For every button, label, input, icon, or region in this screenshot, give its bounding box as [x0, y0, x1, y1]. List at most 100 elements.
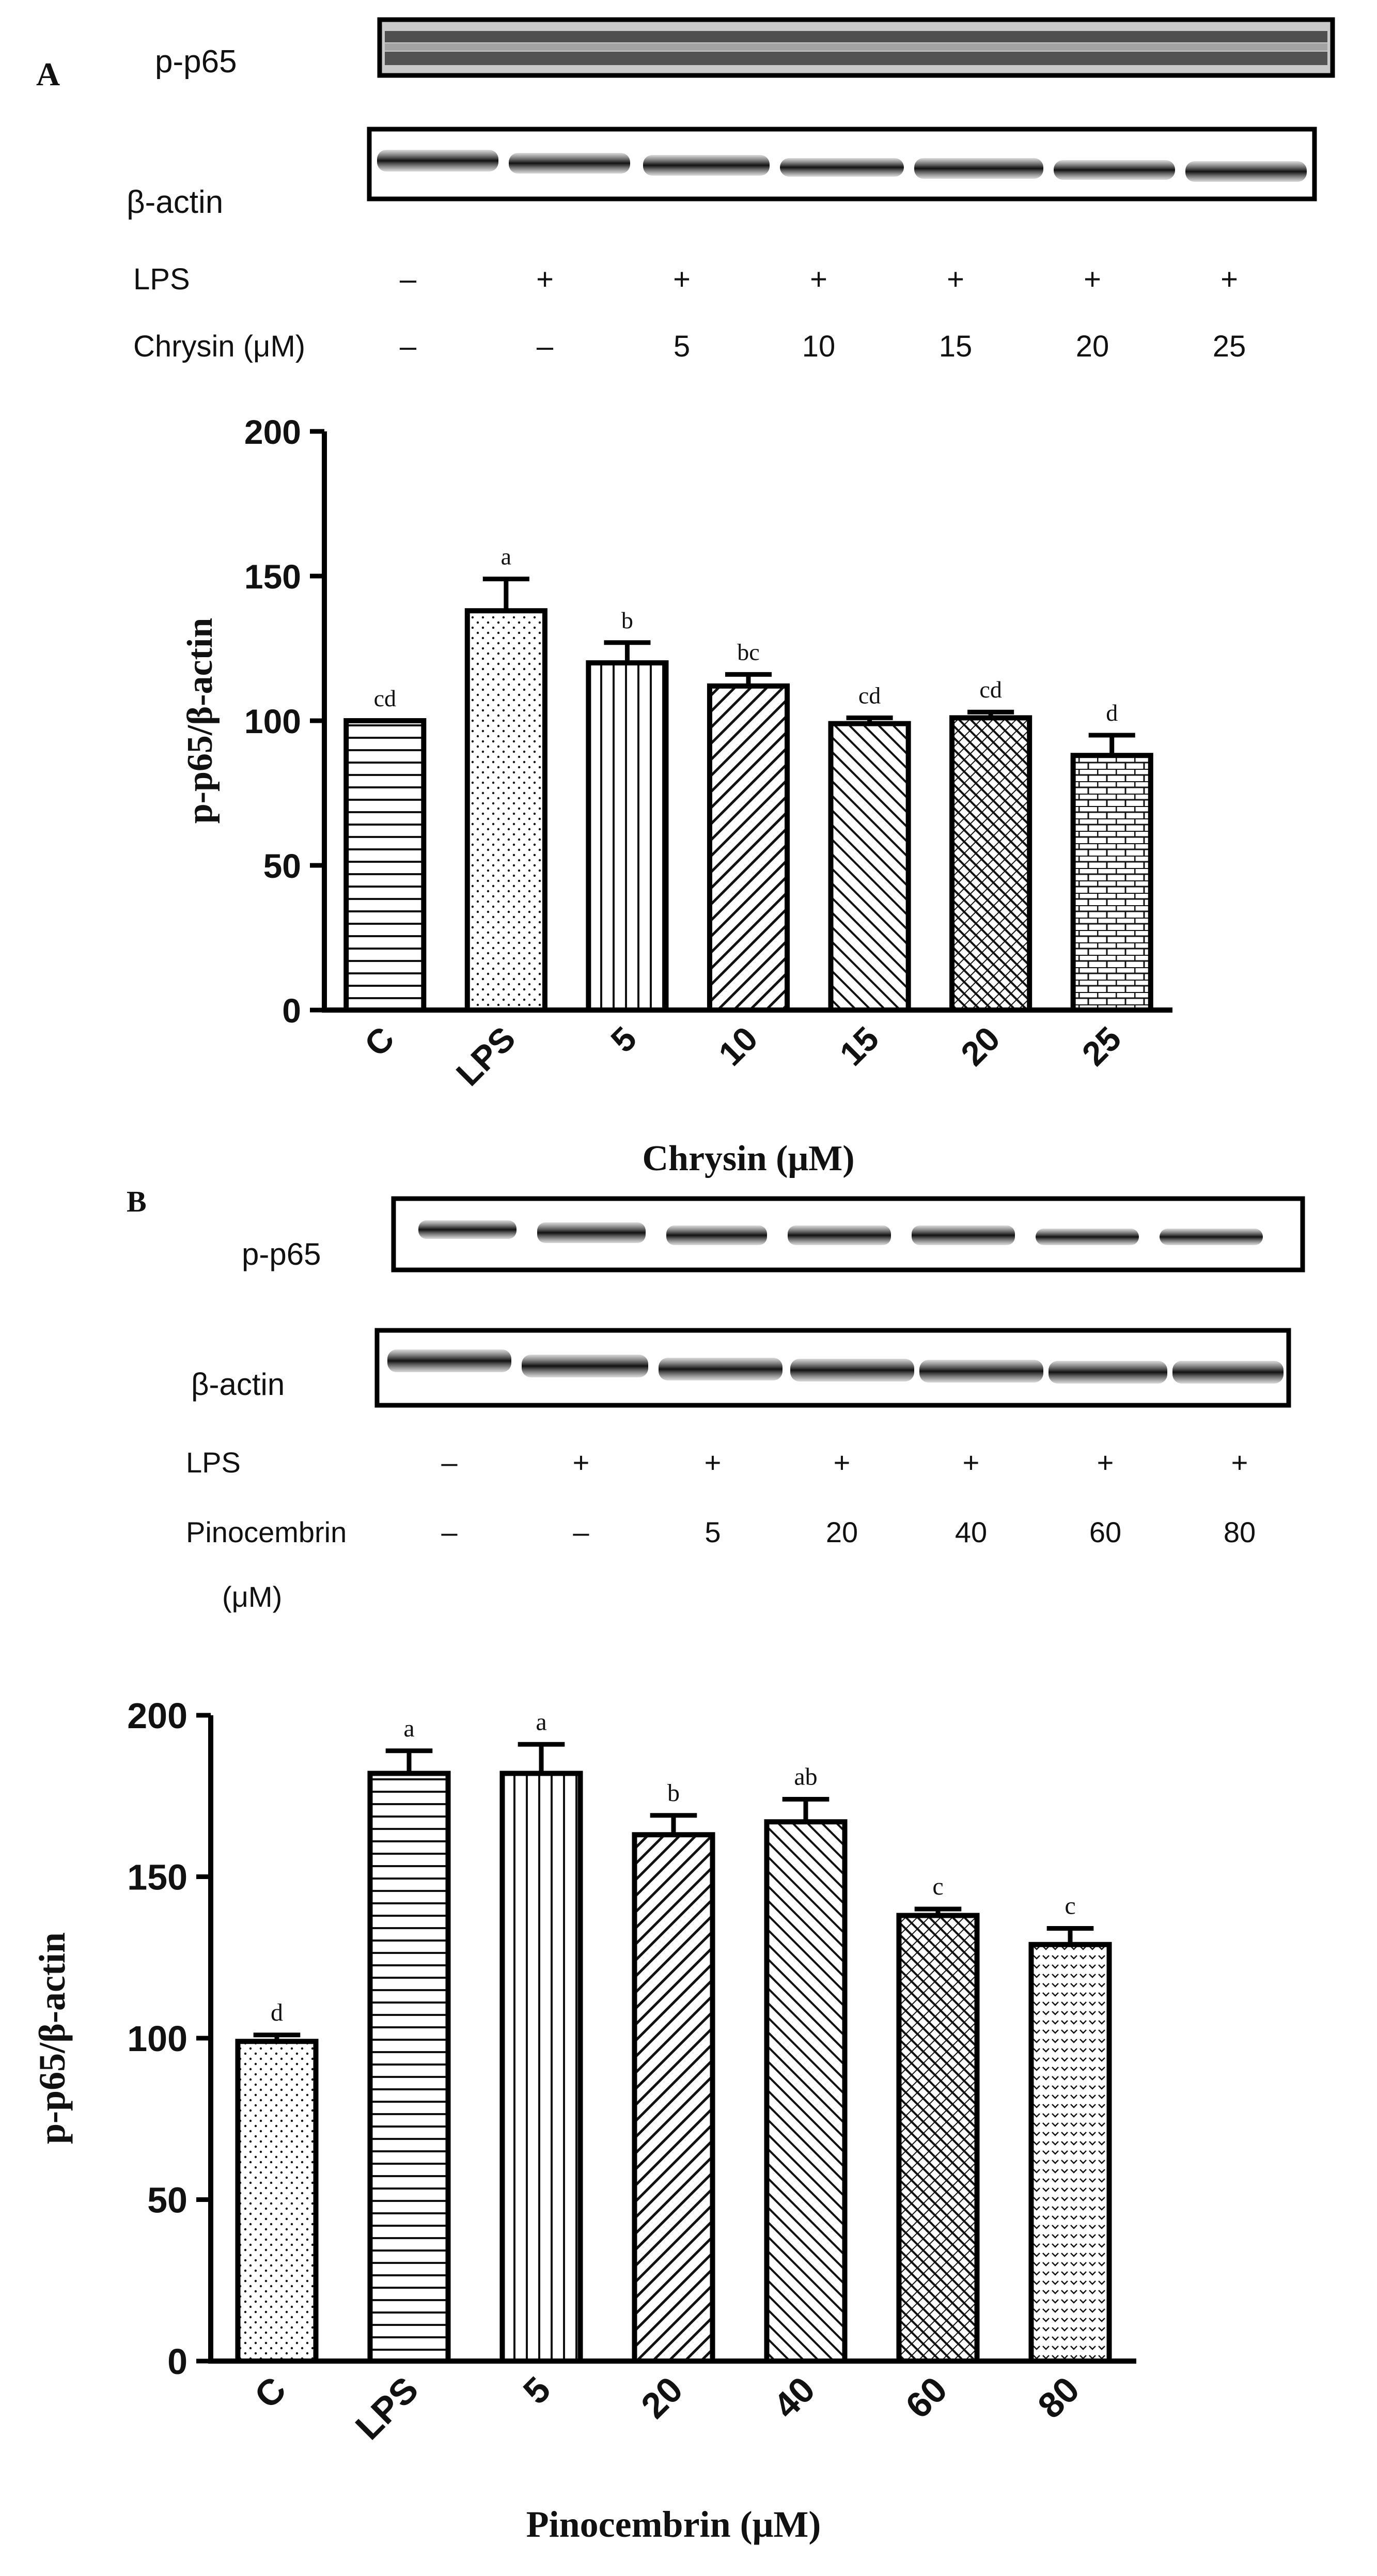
panel-b-dose-cell-5: 60: [1089, 1516, 1121, 1548]
panel-b-dose-label-line1: Pinocembrin: [186, 1516, 347, 1548]
significance-label: d: [1106, 700, 1118, 726]
bar-80: [1028, 1942, 1112, 2364]
panel-a-lps-cell-1: +: [536, 262, 554, 296]
panel-a-dose-cell-1: –: [537, 330, 554, 363]
y-axis-title: p-p65/β-actin: [32, 1932, 73, 2144]
significance-label: b: [667, 1779, 680, 1807]
panel-a-dose-cell-4: 15: [939, 330, 973, 363]
panel-b-target-label: p-p65: [242, 1237, 321, 1271]
panel-a-target-label: p-p65: [155, 44, 237, 80]
bar-C: [235, 2039, 319, 2364]
significance-label: b: [621, 607, 633, 633]
panel-b-dose-cell-0: –: [441, 1516, 458, 1548]
x-tick-label: 80: [1030, 2369, 1087, 2426]
y-tick-label: 150: [127, 1857, 187, 1898]
x-tick-label: C: [357, 1019, 401, 1064]
y-tick-label: 100: [244, 702, 301, 740]
panel-b-dose-cell-2: 5: [705, 1516, 721, 1548]
panel-b-control-blot: [374, 1328, 1291, 1408]
panel-a-dose-cell-2: 5: [674, 330, 690, 363]
significance-label: bc: [737, 639, 759, 665]
panel-b-lps-label: LPS: [186, 1446, 241, 1479]
significance-label: cd: [979, 676, 1002, 703]
panel-a-dose-row: – – 5 10 15 20 25: [400, 330, 1246, 363]
bar-LPS: [464, 608, 547, 1013]
significance-label: cd: [374, 685, 396, 711]
panel-b-target-blot: [391, 1196, 1305, 1273]
x-tick-label: 40: [765, 2369, 822, 2426]
bar-15: [828, 721, 911, 1013]
panel-b-dose-label-line2: (μM): [222, 1580, 282, 1613]
y-tick-label: 150: [244, 557, 301, 596]
panel-b-dose-cell-3: 20: [826, 1516, 858, 1548]
panel-a-label: A: [36, 56, 60, 92]
y-tick-label: 50: [263, 847, 301, 885]
panel-b-lps-cell-4: +: [963, 1446, 980, 1479]
panel-b-lps-cell-5: +: [1097, 1446, 1114, 1479]
panel-b-control-label: β-actin: [191, 1367, 285, 1402]
panel-a-lps-label: LPS: [133, 262, 190, 296]
x-tick-label: 5: [603, 1019, 644, 1060]
panel-b-dose-cell-1: –: [573, 1516, 589, 1548]
panel-a-dose-cell-6: 25: [1213, 330, 1246, 363]
panel-a-lps-cell-4: +: [947, 262, 964, 296]
panel-b-dose-cell-6: 80: [1224, 1516, 1256, 1548]
bar-5: [499, 1771, 583, 2364]
chart-a: 0 50 100 150 200 p-p65/β-actin cd Ca LPS b 5 bc 10 cd…: [180, 413, 1172, 1178]
x-tick-label: 5: [515, 2369, 558, 2412]
x-tick-label: 10: [711, 1019, 765, 1073]
panel-a-lps-row: – + + + + + +: [400, 262, 1238, 296]
y-tick-label: 50: [147, 2180, 187, 2221]
y-tick-label: 0: [282, 991, 301, 1030]
panel-a-dose-label: Chrysin (μM): [133, 330, 305, 363]
panel-a-control-blot: [367, 127, 1317, 201]
panel-b-lps-row: – + + + + + +: [441, 1446, 1248, 1479]
bar-C: [343, 718, 427, 1013]
panel-a-lps-cell-2: +: [673, 262, 691, 296]
y-tick-label: 100: [127, 2019, 187, 2059]
y-axis-title: p-p65/β-actin: [180, 618, 220, 824]
panel-a-lps-cell-5: +: [1084, 262, 1101, 296]
bar-20: [632, 1832, 715, 2364]
panel-b-lps-cell-1: +: [573, 1446, 590, 1479]
panel-a-lps-cell-0: –: [400, 262, 417, 296]
significance-label: ab: [794, 1763, 817, 1791]
panel-a-control-label: β-actin: [127, 184, 223, 220]
x-tick-label: 25: [1074, 1019, 1128, 1073]
significance-label: d: [271, 1999, 283, 2026]
panel-b-label: B: [127, 1185, 147, 1218]
bar-20: [949, 715, 1032, 1013]
panel-a-dose-cell-5: 20: [1076, 330, 1109, 363]
x-tick-label: LPS: [449, 1019, 523, 1093]
bar-60: [896, 1913, 980, 2364]
significance-label: a: [501, 544, 511, 570]
significance-label: a: [403, 1715, 414, 1742]
y-tick-label: 200: [127, 1696, 187, 1736]
x-axis-title: Pinocembrin (μM): [526, 2504, 821, 2545]
y-tick-label: 200: [244, 413, 301, 451]
x-tick-label: 20: [633, 2369, 690, 2426]
x-tick-label: 60: [898, 2369, 954, 2426]
bar-LPS: [367, 1771, 451, 2364]
panel-a-lps-cell-6: +: [1220, 262, 1238, 296]
panel-a-dose-cell-0: –: [400, 330, 417, 363]
panel-a-target-blot: [377, 17, 1335, 78]
panel-b-lps-cell-6: +: [1231, 1446, 1248, 1479]
y-tick-label: 0: [167, 2341, 187, 2382]
bar-25: [1070, 753, 1153, 1013]
panel-b-lps-cell-0: –: [441, 1446, 458, 1479]
panel-b-lps-cell-2: +: [705, 1446, 722, 1479]
significance-label: c: [932, 1873, 943, 1900]
panel-b-dose-row: – – 5 20 40 60 80: [441, 1516, 1256, 1548]
bar-10: [707, 683, 790, 1013]
bar-40: [764, 1819, 848, 2364]
significance-label: c: [1065, 1892, 1075, 1920]
panel-a-lps-cell-3: +: [810, 262, 827, 296]
bar-5: [586, 660, 669, 1013]
significance-label: cd: [858, 682, 881, 708]
significance-label: a: [536, 1708, 546, 1735]
x-tick-label: 15: [832, 1019, 886, 1073]
x-tick-label: C: [247, 2369, 294, 2416]
x-tick-label: 20: [953, 1019, 1007, 1073]
